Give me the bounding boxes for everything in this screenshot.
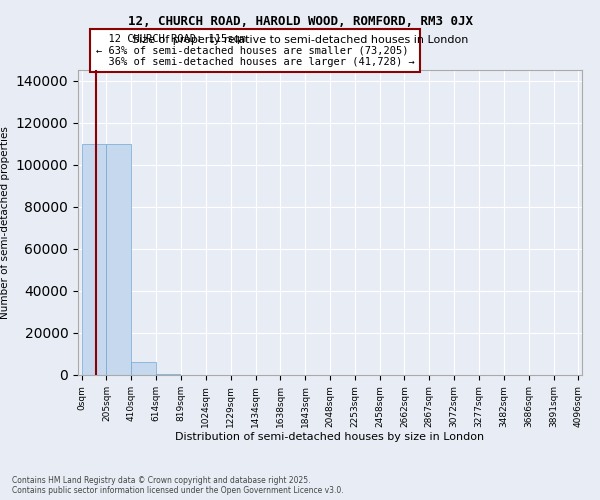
- Text: Contains HM Land Registry data © Crown copyright and database right 2025.
Contai: Contains HM Land Registry data © Crown c…: [12, 476, 344, 495]
- Bar: [106, 144, 131, 375]
- Y-axis label: Number of semi-detached properties: Number of semi-detached properties: [0, 126, 10, 319]
- X-axis label: Distribution of semi-detached houses by size in London: Distribution of semi-detached houses by …: [175, 432, 485, 442]
- Text: 12, CHURCH ROAD, HAROLD WOOD, ROMFORD, RM3 0JX: 12, CHURCH ROAD, HAROLD WOOD, ROMFORD, R…: [128, 15, 473, 28]
- Bar: [131, 362, 156, 375]
- Text: 12 CHURCH ROAD: 115sqm
← 63% of semi-detached houses are smaller (73,205)
  36% : 12 CHURCH ROAD: 115sqm ← 63% of semi-det…: [95, 34, 415, 67]
- Bar: [82, 144, 106, 375]
- Bar: [156, 374, 181, 375]
- Text: Size of property relative to semi-detached houses in London: Size of property relative to semi-detach…: [132, 35, 468, 45]
